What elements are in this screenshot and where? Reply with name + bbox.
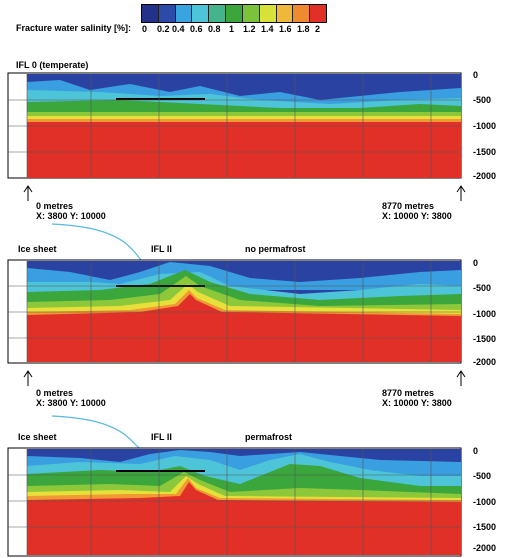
panel-middle-ice-label: Ice sheet [18, 244, 57, 254]
legend-label: 1 [229, 24, 235, 34]
depth-tick: -2000 [473, 357, 497, 367]
panel-top-depth-axis: 0 -500 -1000 -1500 -2000 [469, 70, 509, 182]
legend-swatch [276, 5, 294, 22]
legend-label: 1.6 [279, 24, 292, 34]
panel-middle-left-coords: X: 3800 Y: 10000 [36, 398, 106, 408]
depth-tick: -1000 [473, 309, 497, 319]
ice-sheet-outline [51, 223, 145, 265]
legend-label: 0.4 [172, 24, 185, 34]
depth-tick: -1500 [473, 522, 497, 532]
legend-swatch [175, 5, 193, 22]
panel-bottom-condition-label: permafrost [245, 432, 293, 442]
right-marker-arrow-icon [456, 370, 466, 386]
depth-tick: -500 [473, 95, 492, 105]
panel-middle-right-coords: X: 10000 Y: 3800 [382, 398, 452, 408]
panel-bottom-ifl-label: IFL II [151, 432, 172, 442]
panel-top-right-distance: 8770 metres [382, 201, 435, 211]
depth-tick: -1000 [473, 497, 497, 507]
depth-tick: 0 [473, 258, 479, 268]
panel-top-section [7, 72, 462, 179]
legend-swatch [226, 5, 243, 22]
legend-swatch [209, 5, 227, 22]
legend-label: 0.8 [208, 24, 221, 34]
panel-middle-left-distance: 0 metres [36, 388, 74, 398]
depth-tick: -2000 [473, 171, 497, 181]
panel-bottom-section [7, 415, 462, 557]
depth-tick: -1000 [473, 121, 497, 131]
legend-label: 2 [315, 24, 321, 34]
legend-swatch [310, 5, 326, 22]
legend-label: 0 [142, 24, 148, 34]
left-marker-arrow-icon [23, 370, 33, 386]
depth-tick: -1500 [473, 334, 497, 344]
panel-bottom-depth-axis: 0 -500 -1000 -1500 -2000 [469, 446, 509, 556]
legend-label: 1.4 [261, 24, 274, 34]
legend-label: 1.2 [243, 24, 256, 34]
panel-top-right-coords: X: 10000 Y: 3800 [382, 211, 452, 221]
legend-swatch [242, 5, 260, 22]
panel-bottom-ice-label: Ice sheet [18, 432, 57, 442]
left-marker-arrow-icon [23, 185, 33, 201]
legend-label: 0.6 [190, 24, 203, 34]
depth-tick: -500 [473, 283, 492, 293]
panel-middle-depth-axis: 0 -500 -1000 -1500 -2000 [469, 258, 509, 370]
depth-tick: 0 [473, 70, 479, 80]
depth-tick: -2000 [473, 543, 497, 553]
legend-label: 1.8 [297, 24, 310, 34]
panel-middle-ifl-label: IFL II [151, 244, 172, 254]
ice-sheet-outline [51, 415, 145, 453]
legend-swatch [293, 5, 311, 22]
legend-swatch [259, 5, 277, 22]
panel-top-left-coords: X: 3800 Y: 10000 [36, 211, 106, 221]
legend-swatch [142, 5, 159, 22]
legend-title: Fracture water salinity [%]: [16, 23, 132, 33]
legend-label: 0.2 [157, 24, 170, 34]
depth-tick: 0 [473, 446, 479, 456]
depth-tick: -500 [473, 471, 492, 481]
legend-labels: 0 0.2 0.4 0.6 0.8 1 1.2 1.4 1.6 1.8 2 [137, 24, 337, 36]
legend-swatch [192, 5, 210, 22]
right-marker-arrow-icon [456, 185, 466, 201]
panel-top-left-distance: 0 metres [36, 201, 74, 211]
salinity-color-bar [141, 4, 327, 23]
panel-middle-section [7, 223, 462, 364]
panel-middle-condition-label: no permafrost [245, 244, 306, 254]
legend-swatch [158, 5, 176, 22]
depth-tick: -1500 [473, 147, 497, 157]
panel-middle-right-distance: 8770 metres [382, 388, 435, 398]
panel-top-title: IFL 0 (temperate) [16, 60, 89, 70]
